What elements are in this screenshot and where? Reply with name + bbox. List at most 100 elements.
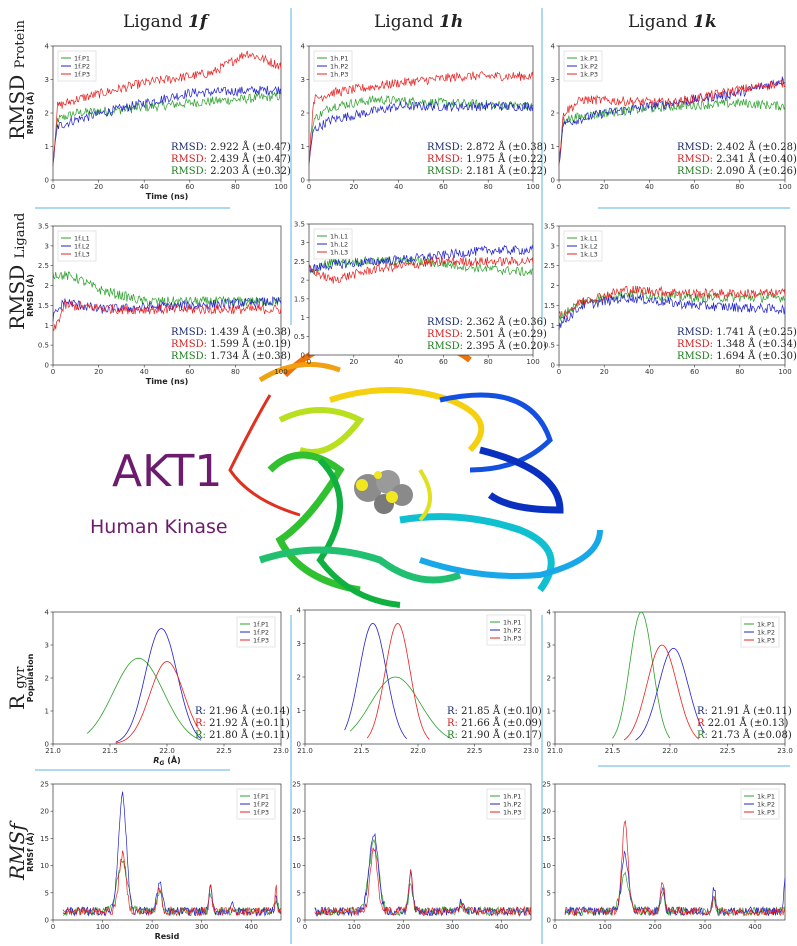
x-tick-label: 80 xyxy=(484,358,493,366)
legend-label: 1f.P1 xyxy=(253,792,269,800)
y-tick-label: 4 xyxy=(297,607,302,615)
x-tick-label: 0 xyxy=(307,358,311,366)
x-tick-label: 20 xyxy=(94,368,103,376)
chart-rmsd-ligand-1h: 0 20 40 60 80 100 0 0.5 1 1.5 2 2.5 3 3.5 1h.L11h.L21h… xyxy=(294,221,547,367)
legend-label: 1f.L2 xyxy=(74,242,90,250)
stat-label: RMSD: 2.402 Å (±0.28) xyxy=(677,141,797,153)
legend-label: 1f.P1 xyxy=(74,54,90,62)
y-tick-label: 0 xyxy=(551,177,555,185)
panel-dividers xyxy=(35,8,790,944)
x-tick-label: 200 xyxy=(648,923,661,931)
x-tick-label: 21.5 xyxy=(102,747,118,755)
x-tick-label: 21.5 xyxy=(605,747,621,755)
legend-label: 1h.P2 xyxy=(503,626,521,634)
y-tick-label: 4 xyxy=(301,43,306,51)
y-tick-label: 25 xyxy=(292,781,301,789)
legend-label: 1k.P2 xyxy=(580,62,598,70)
stat-label: R: 21.85 Å (±0.10) xyxy=(447,705,542,717)
stat-label: R: 21.92 Å (±0.11) xyxy=(195,717,290,729)
x-tick-label: 22.0 xyxy=(410,747,426,755)
legend-label: 1k.P3 xyxy=(757,636,775,644)
x-tick-label: 0 xyxy=(307,183,311,191)
legend-label: 1k.L2 xyxy=(580,242,598,250)
legend-label: 1f.P3 xyxy=(253,808,269,816)
x-tick-label: 80 xyxy=(231,368,240,376)
legend-label: 1k.L1 xyxy=(580,234,598,242)
y-tick-label: 10 xyxy=(542,862,551,870)
y-tick-label: 2 xyxy=(547,675,551,683)
stat-label: RMSD: 2.872 Å (±0.38) xyxy=(427,141,547,153)
y-tick-label: 3 xyxy=(551,242,555,250)
x-tick-label: 300 xyxy=(446,923,459,931)
legend-label: 1k.P3 xyxy=(580,70,598,78)
x-tick-label: 60 xyxy=(185,368,194,376)
y-tick-label: 5 xyxy=(297,889,301,897)
x-tick-label: 0 xyxy=(51,183,55,191)
row-titles: RMSD Protein RMSD Ligand R gyr RMSf xyxy=(5,19,29,881)
x-tick-label: 300 xyxy=(698,923,711,931)
y-tick-label: 0 xyxy=(297,741,301,749)
x-tick-label: 22.5 xyxy=(720,747,736,755)
x-tick-label: 60 xyxy=(690,368,699,376)
x-tick-label: 40 xyxy=(645,183,654,191)
structure-title: AKT1 xyxy=(112,446,222,497)
x-tick-label: 100 xyxy=(96,923,109,931)
series-line-1f.P3 xyxy=(115,661,202,744)
row-title-rgyr: R gyr xyxy=(5,666,29,710)
chart-rgyr-1f: 21.0 21.5 22.0 22.5 23.0 0 1 2 3 4 Population RG (Å… xyxy=(26,609,290,768)
x-tick-label: 20 xyxy=(94,183,103,191)
series-line-1k.L3 xyxy=(558,285,786,319)
y-tick-label: 2 xyxy=(551,282,555,290)
y-tick-label: 4 xyxy=(547,609,552,617)
y-tick-label: 2 xyxy=(551,110,555,118)
stat-label: R: 21.66 Å (±0.09) xyxy=(447,717,542,729)
x-tick-label: 22.0 xyxy=(662,747,678,755)
legend-label: 1h.P1 xyxy=(503,792,521,800)
series-line-1k.P2 xyxy=(635,647,705,741)
y-tick-label: 3 xyxy=(301,239,305,247)
x-tick-label: 21.0 xyxy=(547,747,563,755)
series-line-1f.P1 xyxy=(86,657,202,741)
series-line-1f.L1 xyxy=(52,270,282,307)
chart-rmsd-ligand-1f: 0 20 40 60 80 100 0 0.5 1 1.5 2 2.5 3 3.5 RMSD (Å) Time… xyxy=(25,223,291,387)
row-title-rmsf: RMSf xyxy=(5,820,29,881)
y-tick-label: 3 xyxy=(301,76,305,84)
y-tick-label: 3.5 xyxy=(294,221,305,229)
x-tick-label: 60 xyxy=(690,183,699,191)
stat-label: RMSD: 1.694 Å (±0.30) xyxy=(677,350,797,362)
y-tick-label: 0.5 xyxy=(38,342,49,350)
y-axis-label: RMSf (Å) xyxy=(25,832,35,872)
y-tick-label: 2 xyxy=(301,277,305,285)
y-tick-label: 15 xyxy=(542,835,551,843)
legend-label: 1f.P1 xyxy=(253,620,269,628)
y-tick-label: 1 xyxy=(551,143,555,151)
legend-label: 1f.L3 xyxy=(74,250,90,258)
legend-label: 1h.P1 xyxy=(503,618,521,626)
stat-label: RMSD: 2.501 Å (±0.29) xyxy=(427,328,547,340)
series-line-1h.P1 xyxy=(349,676,453,740)
legend-label: 1h.P2 xyxy=(330,62,348,70)
x-tick-label: 80 xyxy=(231,183,240,191)
y-tick-label: 3.5 xyxy=(544,223,555,231)
legend-label: 1k.P3 xyxy=(757,808,775,816)
series-line-1h.P3 xyxy=(366,623,430,740)
y-tick-label: 1 xyxy=(45,143,49,151)
stat-label: RMSD: 2.090 Å (±0.26) xyxy=(677,165,797,177)
y-tick-label: 1.5 xyxy=(544,302,555,310)
column-title-1k: Ligand 1k xyxy=(628,12,717,32)
x-tick-label: 100 xyxy=(778,368,791,376)
y-tick-label: 4 xyxy=(45,43,50,51)
x-tick-label: 22.0 xyxy=(159,747,175,755)
series-line-1h.P2 xyxy=(308,100,534,165)
y-tick-label: 10 xyxy=(292,862,301,870)
x-tick-label: 0 xyxy=(303,923,307,931)
column-titles: Ligand 1f Ligand 1h Ligand 1k xyxy=(123,12,717,32)
series-line-1h.P3 xyxy=(308,70,534,165)
y-tick-label: 25 xyxy=(40,781,49,789)
y-tick-label: 1 xyxy=(547,708,551,716)
x-axis-label: Time (ns) xyxy=(146,192,189,201)
